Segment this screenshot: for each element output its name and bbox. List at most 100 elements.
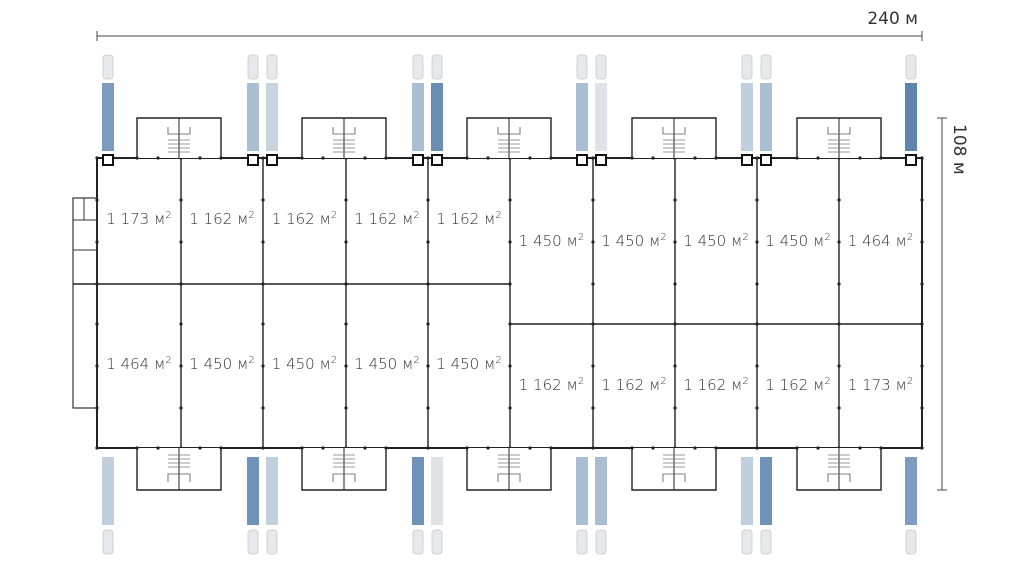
truck-trailer — [412, 457, 424, 525]
truck — [266, 54, 278, 151]
truck-trailer — [102, 457, 114, 525]
truck-cab — [102, 529, 114, 555]
structural-column — [591, 240, 595, 244]
unit-area-label: 1 450 м2 — [519, 232, 584, 250]
truck-cab — [266, 529, 278, 555]
structural-column — [95, 364, 99, 368]
area-unit: м — [237, 355, 248, 373]
structural-column — [179, 364, 183, 368]
loading-dock-door — [595, 154, 607, 166]
structural-column — [591, 282, 595, 286]
truck-cab — [595, 529, 607, 555]
stair-landing — [167, 473, 191, 482]
area-unit: м — [731, 376, 742, 394]
stair-landing — [332, 127, 356, 135]
structural-column — [795, 446, 799, 450]
truck — [102, 54, 114, 151]
truck — [760, 457, 772, 555]
truck — [412, 54, 424, 151]
structural-column — [837, 240, 841, 244]
area-unit-sup: 2 — [165, 210, 171, 221]
area-unit-sup: 2 — [660, 232, 666, 243]
area-unit: м — [320, 210, 331, 228]
structural-column — [465, 446, 469, 450]
truck — [760, 54, 772, 151]
area-unit-sup: 2 — [248, 355, 254, 366]
truck — [595, 457, 607, 555]
structural-column — [755, 446, 759, 450]
area-unit-sup: 2 — [495, 355, 501, 366]
stair-landing — [497, 473, 521, 482]
structural-column — [179, 240, 183, 244]
structural-column — [95, 282, 99, 286]
truck-trailer — [102, 83, 114, 151]
structural-column — [755, 240, 759, 244]
structural-column — [156, 156, 160, 160]
structural-column — [651, 156, 655, 160]
structural-column — [630, 446, 634, 450]
structural-column — [219, 156, 223, 160]
unit-area-label: 1 162 м2 — [601, 376, 666, 394]
truck — [266, 457, 278, 555]
truck-cab — [905, 54, 917, 80]
truck-trailer — [741, 457, 753, 525]
structural-column — [714, 156, 718, 160]
stair-landing — [662, 473, 686, 482]
truck — [595, 54, 607, 151]
loading-dock-door — [431, 154, 443, 166]
structural-column — [630, 156, 634, 160]
area-unit-sup: 2 — [742, 232, 748, 243]
unit-area-label: 1 464 м2 — [848, 232, 913, 250]
loading-dock-door — [102, 154, 114, 166]
unit-area-label: 1 162 м2 — [519, 376, 584, 394]
structural-column — [591, 446, 595, 450]
area-unit-sup: 2 — [165, 355, 171, 366]
dimension-lines: 240 м 108 м — [96, 9, 969, 491]
area-unit-sup: 2 — [824, 232, 830, 243]
truck-trailer — [576, 457, 588, 525]
truck-cab — [741, 529, 753, 555]
area-unit-sup: 2 — [907, 232, 913, 243]
stair-landing — [827, 127, 851, 135]
area-unit: м — [567, 232, 578, 250]
structural-column — [508, 240, 512, 244]
area-value: 1 450 — [601, 232, 644, 250]
structural-column — [321, 156, 325, 160]
truck-trailer — [905, 457, 917, 525]
structural-column — [508, 406, 512, 410]
structural-column — [261, 198, 265, 202]
loading-dock-door — [760, 154, 772, 166]
area-unit: м — [813, 232, 824, 250]
structural-column — [920, 240, 924, 244]
unit-area-label: 1 173 м2 — [106, 210, 171, 228]
structural-column — [426, 406, 430, 410]
truck-cab — [576, 54, 588, 80]
area-unit: м — [154, 210, 165, 228]
area-value: 1 162 — [765, 376, 808, 394]
structural-column — [673, 406, 677, 410]
structural-column — [321, 446, 325, 450]
structural-column — [755, 198, 759, 202]
structural-column — [837, 198, 841, 202]
structural-column — [795, 156, 799, 160]
truck — [905, 54, 917, 151]
structural-column — [344, 406, 348, 410]
structural-column — [591, 198, 595, 202]
structural-column — [714, 446, 718, 450]
truck-cab — [431, 54, 443, 80]
truck — [576, 457, 588, 555]
structural-column — [179, 282, 183, 286]
loading-dock-door — [576, 154, 588, 166]
structural-column — [261, 446, 265, 450]
structural-column — [920, 364, 924, 368]
area-value: 1 162 — [519, 376, 562, 394]
area-value: 1 162 — [354, 210, 397, 228]
truck-cab — [760, 529, 772, 555]
stair-landing — [497, 127, 521, 135]
unit-area-label: 1 162 м2 — [765, 376, 830, 394]
stair-landing — [167, 127, 191, 135]
structural-column — [816, 446, 820, 450]
area-value: 1 162 — [189, 210, 232, 228]
structural-column — [384, 156, 388, 160]
area-unit-sup: 2 — [413, 355, 419, 366]
